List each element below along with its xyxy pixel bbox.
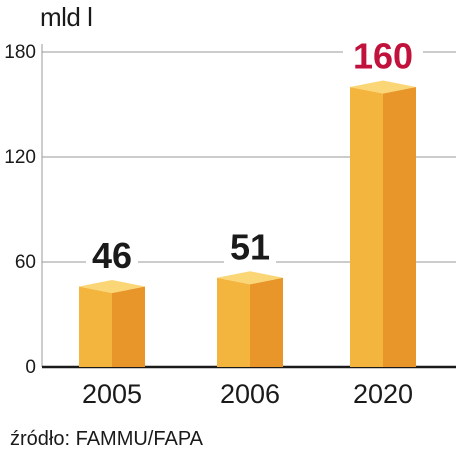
- y-tick-label: 180: [4, 42, 36, 63]
- x-tick-label: 2005: [82, 379, 142, 409]
- bar-top-face: [350, 80, 416, 94]
- bar-side-face: [250, 277, 283, 367]
- bar-front-face: [217, 277, 250, 367]
- x-tick-label: 2020: [353, 379, 413, 409]
- y-tick-label: 120: [4, 147, 36, 168]
- bar-2020: [350, 80, 416, 367]
- x-tick-label: 2006: [220, 379, 280, 409]
- value-label: 51: [230, 226, 270, 267]
- bar-top-face: [79, 280, 145, 293]
- source-note: źródło: FAMMU/FAPA: [10, 428, 204, 450]
- bar-top-face: [217, 271, 283, 285]
- bar-2005: [79, 280, 145, 367]
- x-tick-labels: 2005 2006 2020: [82, 379, 413, 409]
- bars: [79, 80, 416, 367]
- bar-front-face: [79, 286, 112, 367]
- value-label: 46: [92, 235, 132, 276]
- y-tick-label: 0: [25, 357, 36, 378]
- unit-label: mld l: [40, 2, 93, 32]
- value-labels: 46 51 160: [86, 36, 423, 276]
- bar-front-face: [350, 87, 383, 367]
- value-label-background: [86, 236, 138, 276]
- value-label: 160: [353, 36, 413, 77]
- y-tick-labels: 0 60 120 180: [4, 42, 36, 378]
- y-tick-label: 60: [15, 252, 36, 273]
- bar-side-face: [112, 286, 145, 367]
- bar-2006: [217, 271, 283, 367]
- value-label-background: [224, 227, 276, 268]
- value-label-background: [343, 36, 423, 77]
- bar-side-face: [383, 87, 416, 367]
